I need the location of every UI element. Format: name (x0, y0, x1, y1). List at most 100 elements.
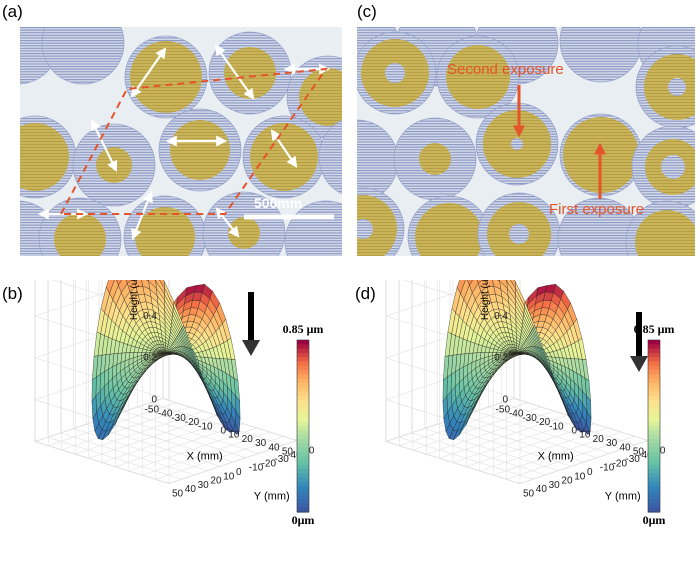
surface-patch (126, 280, 132, 284)
y-tick-label: 30 (549, 480, 561, 491)
colorbar-segment (648, 434, 660, 440)
x-tick-label: 20 (242, 434, 254, 445)
colorbar-segment (648, 460, 660, 466)
z-tick-label: 0 (502, 395, 508, 406)
x-tick-label: 30 (606, 438, 618, 449)
gridline (411, 432, 546, 476)
orientation-arrow (270, 129, 298, 168)
colorbar-segment (648, 361, 660, 367)
colorbar-segment (648, 464, 660, 470)
surface-patch (485, 280, 494, 287)
peak-arrow-head (630, 356, 648, 372)
y-tick-label: 20 (210, 476, 222, 487)
colorbar-segment (648, 490, 660, 496)
y-tick-label: -10 (600, 463, 615, 474)
colorbar-segment (297, 426, 309, 431)
lens-cell (357, 31, 437, 115)
colorbar-segment (648, 469, 660, 474)
colorbar-segment (297, 408, 309, 414)
colorbar-segment (297, 357, 309, 363)
colorbar-segment (648, 499, 660, 504)
colorbar-segment (297, 456, 309, 461)
y-tick-label: 0 (236, 467, 242, 478)
colorbar-segment (648, 357, 660, 363)
colorbar: 0.85 μm 0μm (283, 322, 324, 527)
y-tick-label: -20 (262, 458, 277, 469)
colorbar-segment (648, 378, 660, 384)
colorbar-segment (297, 507, 309, 513)
lens-cell (286, 55, 342, 139)
lens-cell-core (170, 120, 230, 180)
colorbar-segment (648, 365, 660, 371)
z-tick-label: 0.2 (494, 353, 508, 364)
x-tick-label: -30 (171, 413, 186, 424)
colorbar-segment (648, 473, 660, 479)
y-tick-label: 50 (172, 489, 184, 500)
x-tick-label: 30 (255, 438, 267, 449)
colorbar-segment (297, 370, 309, 375)
z-axis-label: Height (um) (480, 280, 491, 320)
lens-cell (20, 115, 77, 199)
surface-patch (576, 428, 586, 433)
lens-cell (357, 187, 405, 256)
colorbar-frame (296, 339, 310, 513)
x-tick-label: -40 (509, 409, 524, 420)
colorbar-segment (648, 348, 660, 354)
surface-plot-b: -50-40-30-20-1001020304050-50-40-30-20-1… (0, 280, 350, 578)
micrograph-c: Second exposure First exposure (357, 27, 695, 256)
lattice-dashed-outline (59, 67, 329, 215)
x-tick-label: 50 (633, 447, 645, 458)
lens-cell-hole (509, 224, 529, 244)
lens-cell-hole (385, 63, 405, 83)
y-tick-label: 30 (198, 480, 210, 491)
y-axis-label: Y (mm) (254, 491, 290, 503)
lens-cell (631, 125, 695, 209)
lens-cell (318, 119, 342, 195)
lens-cell-core (635, 210, 695, 256)
y-tick-label: -40 (287, 450, 302, 461)
y-tick-label: 20 (561, 476, 573, 487)
colorbar-segment (648, 486, 660, 492)
micrograph-a-canvas: 500mm (20, 27, 342, 256)
gridline (466, 423, 595, 467)
z-tick-label: 0 (151, 395, 157, 406)
colorbar-segment (297, 404, 309, 410)
colorbar-segment (648, 477, 660, 483)
colorbar-max-label: 0.85 μm (283, 322, 324, 336)
surface-patch (154, 280, 157, 282)
gridline (73, 428, 208, 471)
lens-cell-core (20, 123, 69, 191)
lens-cell-core (228, 217, 260, 249)
surface-patch (118, 280, 128, 293)
colorbar-segment (648, 438, 660, 444)
colorbar-segment (297, 464, 309, 470)
gridline (128, 427, 257, 472)
first-exposure-label: First exposure (549, 201, 644, 218)
z-tick-label: 0.2 (143, 353, 157, 364)
surface-patch (477, 280, 483, 284)
colorbar-segment (297, 387, 309, 393)
x-tick-label: -40 (158, 409, 173, 420)
colorbar-segment (297, 374, 309, 380)
x-tick-label: -50 (145, 405, 160, 416)
lens-cell (124, 35, 208, 119)
lens-cell (475, 102, 559, 186)
colorbar-segment (648, 447, 660, 453)
gridline (506, 436, 635, 480)
x-tick-label: 10 (579, 430, 591, 441)
lens-cell (436, 35, 520, 119)
x-tick-label: -20 (185, 417, 200, 428)
y-tick-label: 40 (536, 484, 548, 495)
lens-cell (41, 27, 125, 85)
panel-label-b: (b) (2, 284, 23, 303)
gridline (115, 423, 244, 467)
colorbar-segment (297, 378, 309, 384)
peak-arrow (630, 312, 648, 372)
colorbar: 0.85 μm 0μm (634, 322, 675, 527)
lens-cell-core (419, 143, 451, 175)
x-axis-label: X (mm) (538, 450, 574, 462)
lens-cell-core (250, 123, 318, 191)
gridline (493, 431, 622, 476)
colorbar-segment (648, 370, 660, 375)
colorbar-segment (648, 451, 660, 457)
